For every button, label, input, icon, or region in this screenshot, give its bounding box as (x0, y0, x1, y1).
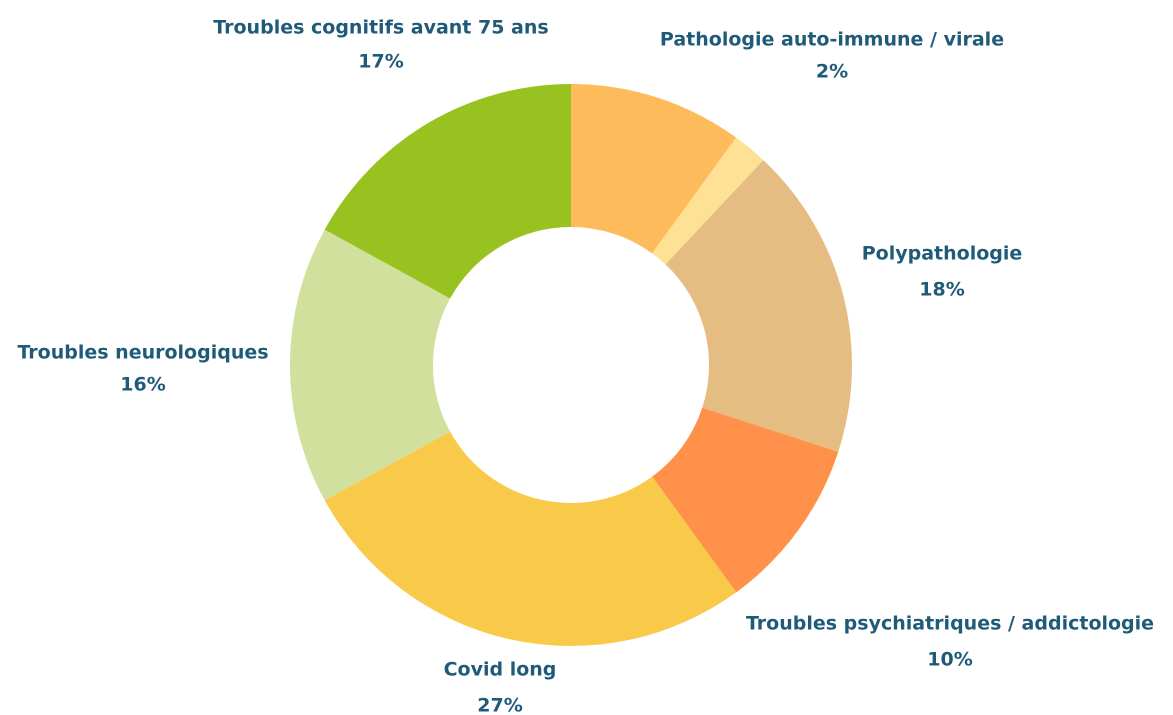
segment-label: Covid long (444, 659, 557, 681)
donut-segment (324, 431, 737, 647)
segment-label: Troubles cognitifs avant 75 ans (213, 17, 548, 39)
segment-label: Polypathologie (862, 243, 1023, 265)
segment-value: 18% (919, 279, 964, 301)
segment-value: 2% (816, 61, 848, 83)
segment-label: Troubles psychiatriques / addictologie (746, 613, 1154, 635)
segment-label: Troubles neurologiques (17, 342, 268, 364)
donut-segment (571, 84, 737, 254)
segment-label: Pathologie auto-immune / virale (660, 29, 1004, 51)
donut-segment (289, 229, 451, 501)
segment-value: 27% (477, 695, 522, 715)
segment-value: 10% (927, 649, 972, 671)
donut-segment (652, 407, 839, 593)
donut-segment (665, 160, 852, 452)
donut-segment (324, 84, 571, 299)
donut-segment (652, 137, 764, 265)
segment-value: 17% (358, 51, 403, 73)
segment-value: 16% (120, 374, 165, 396)
